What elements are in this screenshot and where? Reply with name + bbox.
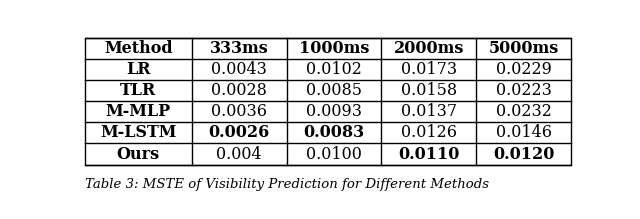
Text: 0.0110: 0.0110 — [398, 145, 460, 162]
Text: Method: Method — [104, 40, 173, 57]
Text: 0.0229: 0.0229 — [496, 61, 552, 78]
Text: 2000ms: 2000ms — [394, 40, 464, 57]
Text: Table 3: MSTE of Visibility Prediction for Different Methods: Table 3: MSTE of Visibility Prediction f… — [85, 178, 489, 191]
Text: Ours: Ours — [117, 145, 160, 162]
Text: M-LSTM: M-LSTM — [100, 124, 177, 141]
Text: 0.0158: 0.0158 — [401, 82, 457, 99]
Text: 0.0085: 0.0085 — [306, 82, 362, 99]
Text: 0.0102: 0.0102 — [306, 61, 362, 78]
Text: 0.0036: 0.0036 — [211, 103, 268, 120]
Text: 0.0100: 0.0100 — [306, 145, 362, 162]
Text: 5000ms: 5000ms — [488, 40, 559, 57]
Text: LR: LR — [126, 61, 150, 78]
Text: 0.0173: 0.0173 — [401, 61, 457, 78]
Text: 1000ms: 1000ms — [299, 40, 369, 57]
Bar — [85, 38, 571, 164]
Text: 0.0120: 0.0120 — [493, 145, 554, 162]
Text: 0.004: 0.004 — [216, 145, 262, 162]
Text: 0.0043: 0.0043 — [211, 61, 268, 78]
Text: 0.0083: 0.0083 — [303, 124, 365, 141]
Text: 0.0137: 0.0137 — [401, 103, 457, 120]
Text: M-MLP: M-MLP — [106, 103, 171, 120]
Text: 333ms: 333ms — [210, 40, 269, 57]
Text: TLR: TLR — [120, 82, 157, 99]
Text: 0.0126: 0.0126 — [401, 124, 457, 141]
Text: 0.0146: 0.0146 — [495, 124, 552, 141]
Text: 0.0093: 0.0093 — [306, 103, 362, 120]
Text: 0.0028: 0.0028 — [211, 82, 268, 99]
Text: 0.0223: 0.0223 — [496, 82, 552, 99]
Text: 0.0232: 0.0232 — [496, 103, 552, 120]
Text: 0.0026: 0.0026 — [209, 124, 270, 141]
